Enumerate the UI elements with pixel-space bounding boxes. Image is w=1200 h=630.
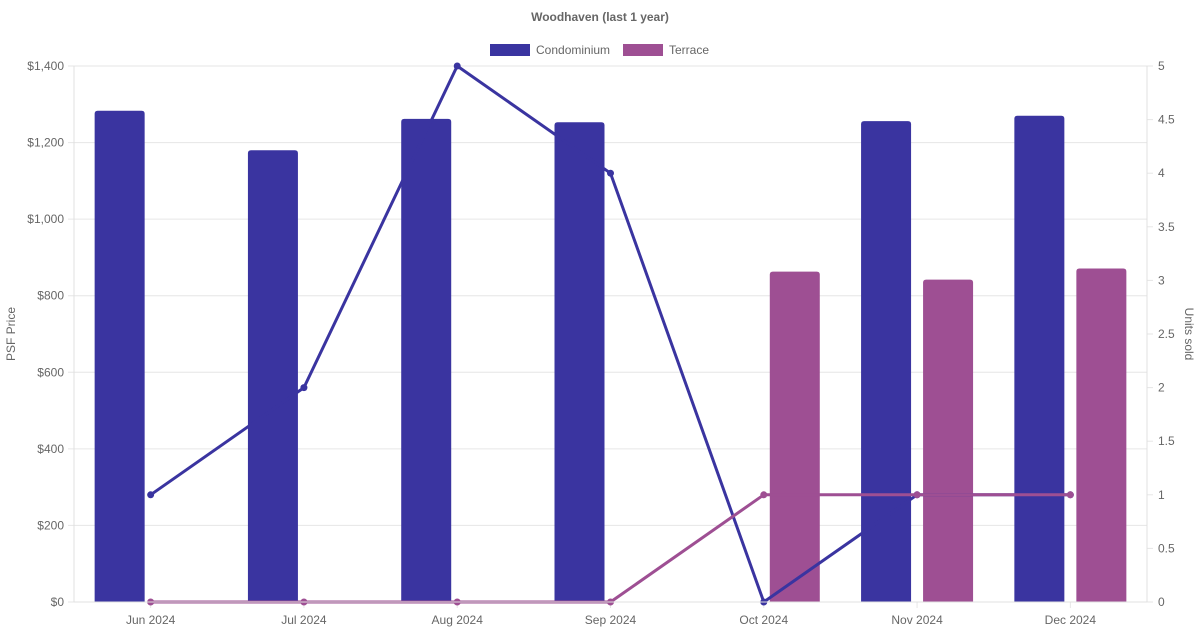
- bars: [94, 110, 1127, 603]
- y-right-tick-label: 5: [1158, 59, 1165, 73]
- legend-item-terrace[interactable]: Terrace: [623, 43, 709, 57]
- y-right-tick-label: 2.5: [1158, 327, 1175, 341]
- x-tick-label: Jul 2024: [281, 613, 327, 627]
- x-tick-label: Nov 2024: [891, 613, 943, 627]
- x-tick-label: Oct 2024: [739, 613, 788, 627]
- y-right-tick-label: 1.5: [1158, 434, 1175, 448]
- point-condominium[interactable]: [300, 384, 308, 392]
- bar-terrace[interactable]: [1076, 268, 1127, 602]
- x-tick-label: Aug 2024: [432, 613, 484, 627]
- y-left-tick-label: $800: [37, 289, 64, 303]
- y-right-tick-label: 0: [1158, 595, 1165, 609]
- y-right-tick-label: 3: [1158, 273, 1165, 287]
- y-left-tick-label: $200: [37, 518, 64, 532]
- point-terrace[interactable]: [760, 491, 768, 499]
- point-terrace[interactable]: [1066, 491, 1074, 499]
- legend-swatch-condominium: [490, 44, 530, 56]
- y-left-tick-label: $1,200: [27, 136, 64, 150]
- legend-label-condominium: Condominium: [536, 43, 610, 57]
- y-right-tick-label: 2: [1158, 381, 1165, 395]
- bar-condominium[interactable]: [247, 150, 298, 602]
- y-left-tick-label: $1,400: [27, 59, 64, 73]
- y-right-tick-label: 1: [1158, 488, 1165, 502]
- legend-swatch-terrace: [623, 44, 663, 56]
- bar-condominium[interactable]: [94, 110, 145, 603]
- legend-label-terrace: Terrace: [669, 43, 709, 57]
- bar-condominium[interactable]: [554, 122, 605, 602]
- y-right-tick-label: 4: [1158, 166, 1165, 180]
- bar-terrace[interactable]: [923, 279, 974, 602]
- point-condominium[interactable]: [147, 491, 155, 499]
- y-right-axis-title: Units sold: [1182, 308, 1196, 361]
- bar-condominium[interactable]: [1014, 115, 1065, 603]
- gridlines: [68, 65, 1153, 608]
- bar-terrace[interactable]: [769, 271, 820, 602]
- y-left-tick-label: $0: [51, 595, 65, 609]
- x-tick-label: Dec 2024: [1045, 613, 1097, 627]
- bar-condominium[interactable]: [861, 121, 912, 602]
- chart-title: Woodhaven (last 1 year): [531, 10, 669, 24]
- x-tick-label: Sep 2024: [585, 613, 637, 627]
- y-left-tick-label: $600: [37, 365, 64, 379]
- y-left-axis-title: PSF Price: [4, 307, 18, 361]
- axes: $0 $200 $400 $600 $800 $1,000 $1,200 $1,400 0 0.5…: [27, 59, 1175, 627]
- y-right-tick-label: 3.5: [1158, 220, 1175, 234]
- y-left-tick-label: $400: [37, 442, 64, 456]
- bar-condominium[interactable]: [401, 118, 452, 602]
- point-terrace[interactable]: [913, 491, 921, 499]
- y-right-tick-label: 4.5: [1158, 113, 1175, 127]
- point-condominium[interactable]: [453, 62, 461, 70]
- y-left-tick-label: $1,000: [27, 212, 64, 226]
- y-right-tick-label: 0.5: [1158, 541, 1175, 555]
- point-condominium[interactable]: [607, 169, 614, 177]
- x-tick-label: Jun 2024: [126, 613, 176, 627]
- legend-item-condominium[interactable]: Condominium: [490, 43, 610, 57]
- legend: Condominium Terrace: [490, 43, 709, 57]
